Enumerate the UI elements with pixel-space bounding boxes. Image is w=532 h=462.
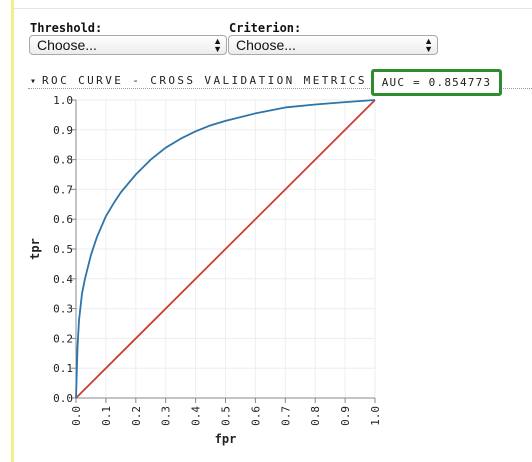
x-tick-label: 0.4	[190, 406, 203, 426]
y-tick-label: 0.0	[53, 392, 73, 405]
x-tick-label: 0.0	[70, 406, 83, 426]
y-tick-label: 0.8	[53, 154, 73, 167]
x-tick-label: 0.9	[339, 406, 352, 426]
x-tick-label: 0.6	[249, 406, 262, 426]
x-tick-label: 0.7	[279, 406, 292, 426]
y-tick-label: 0.5	[53, 243, 73, 256]
x-tick-label: 0.5	[220, 406, 233, 426]
y-tick-label: 1.0	[53, 94, 73, 107]
x-tick-label: 0.2	[130, 406, 143, 426]
y-tick-label: 0.4	[53, 273, 73, 286]
y-tick-label: 0.6	[53, 213, 73, 226]
x-tick-label: 1.0	[369, 406, 382, 426]
y-axis-label: tpr	[28, 238, 42, 260]
y-tick-label: 0.2	[53, 332, 73, 345]
x-tick-label: 0.8	[309, 406, 322, 426]
y-tick-label: 0.1	[53, 362, 73, 375]
x-tick-label: 0.1	[100, 406, 113, 426]
x-tick-label: 0.3	[160, 406, 173, 426]
y-tick-label: 0.3	[53, 303, 73, 316]
x-axis-label: fpr	[215, 432, 237, 446]
y-tick-label: 0.9	[53, 124, 73, 137]
y-tick-label: 0.7	[53, 183, 73, 196]
